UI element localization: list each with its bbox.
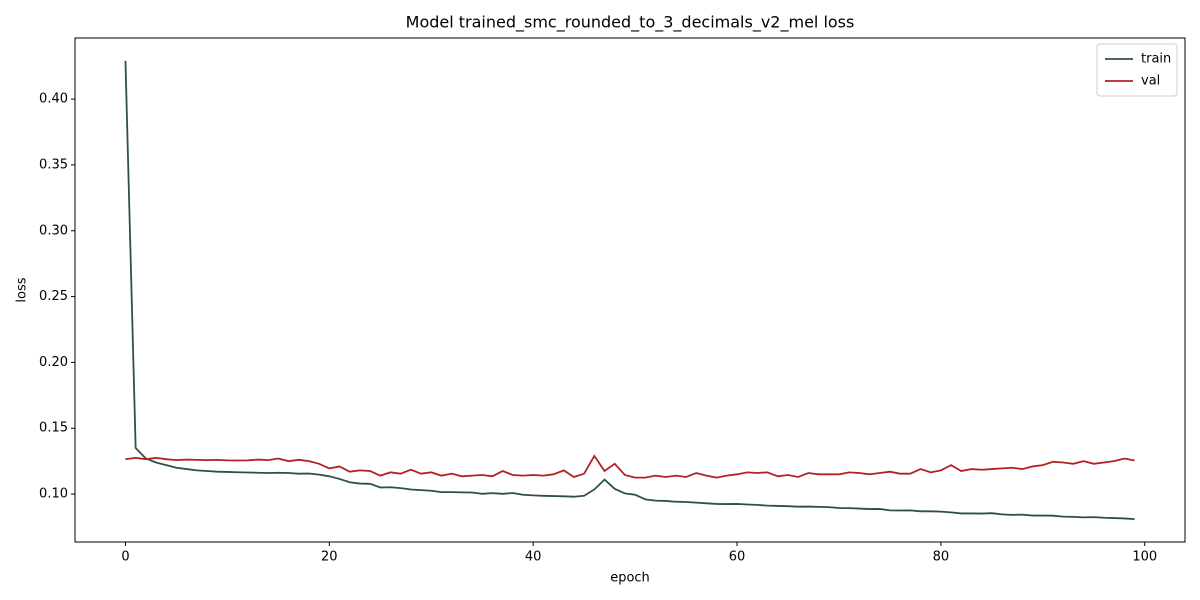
y-tick-label: 0.20	[39, 355, 68, 370]
legend-label: train	[1141, 52, 1171, 67]
x-tick-label: 100	[1132, 550, 1157, 565]
y-tick-label: 0.10	[39, 487, 68, 502]
x-tick-label: 60	[729, 550, 746, 565]
y-tick-label: 0.40	[39, 92, 68, 107]
y-axis-label: loss	[15, 277, 30, 302]
y-tick-label: 0.30	[39, 223, 68, 238]
y-tick-label: 0.35	[39, 157, 68, 172]
y-tick-label: 0.15	[39, 421, 68, 436]
legend-label: val	[1141, 74, 1160, 89]
x-tick-label: 0	[121, 550, 129, 565]
x-tick-label: 80	[933, 550, 950, 565]
series-line	[125, 454, 1135, 479]
series-line	[124, 60, 1135, 520]
x-axis-label: epoch	[610, 571, 650, 586]
x-tick-label: 40	[525, 550, 542, 565]
plot-frame	[74, 37, 1186, 543]
legend-box	[1096, 43, 1178, 97]
x-tick-label: 20	[321, 550, 338, 565]
y-tick-label: 0.25	[39, 289, 68, 304]
chart-title: Model trained_smc_rounded_to_3_decimals_…	[406, 13, 855, 33]
